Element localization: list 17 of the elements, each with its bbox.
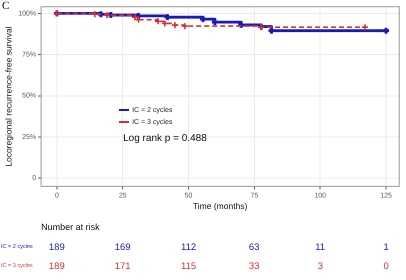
- text: 112: [181, 242, 196, 253]
- text: 33: [248, 261, 260, 272]
- text: 3: [318, 261, 323, 272]
- text: 0: [384, 261, 389, 272]
- text: 1: [384, 242, 389, 253]
- text: 171: [114, 261, 131, 272]
- chart-title: C: [2, 0, 10, 12]
- text: 169: [114, 242, 131, 253]
- text: 63: [248, 242, 260, 253]
- text: 189: [48, 261, 65, 272]
- text: 11: [315, 242, 326, 253]
- text: Number at risk: [41, 222, 100, 232]
- y-axis-title: Locoregional recurrence-free survival: [3, 26, 14, 167]
- x-axis-title: Time (months): [192, 201, 248, 212]
- text: 115: [181, 261, 196, 272]
- annotation: Log rank p = 0.488: [123, 133, 207, 144]
- text: 189: [48, 242, 65, 253]
